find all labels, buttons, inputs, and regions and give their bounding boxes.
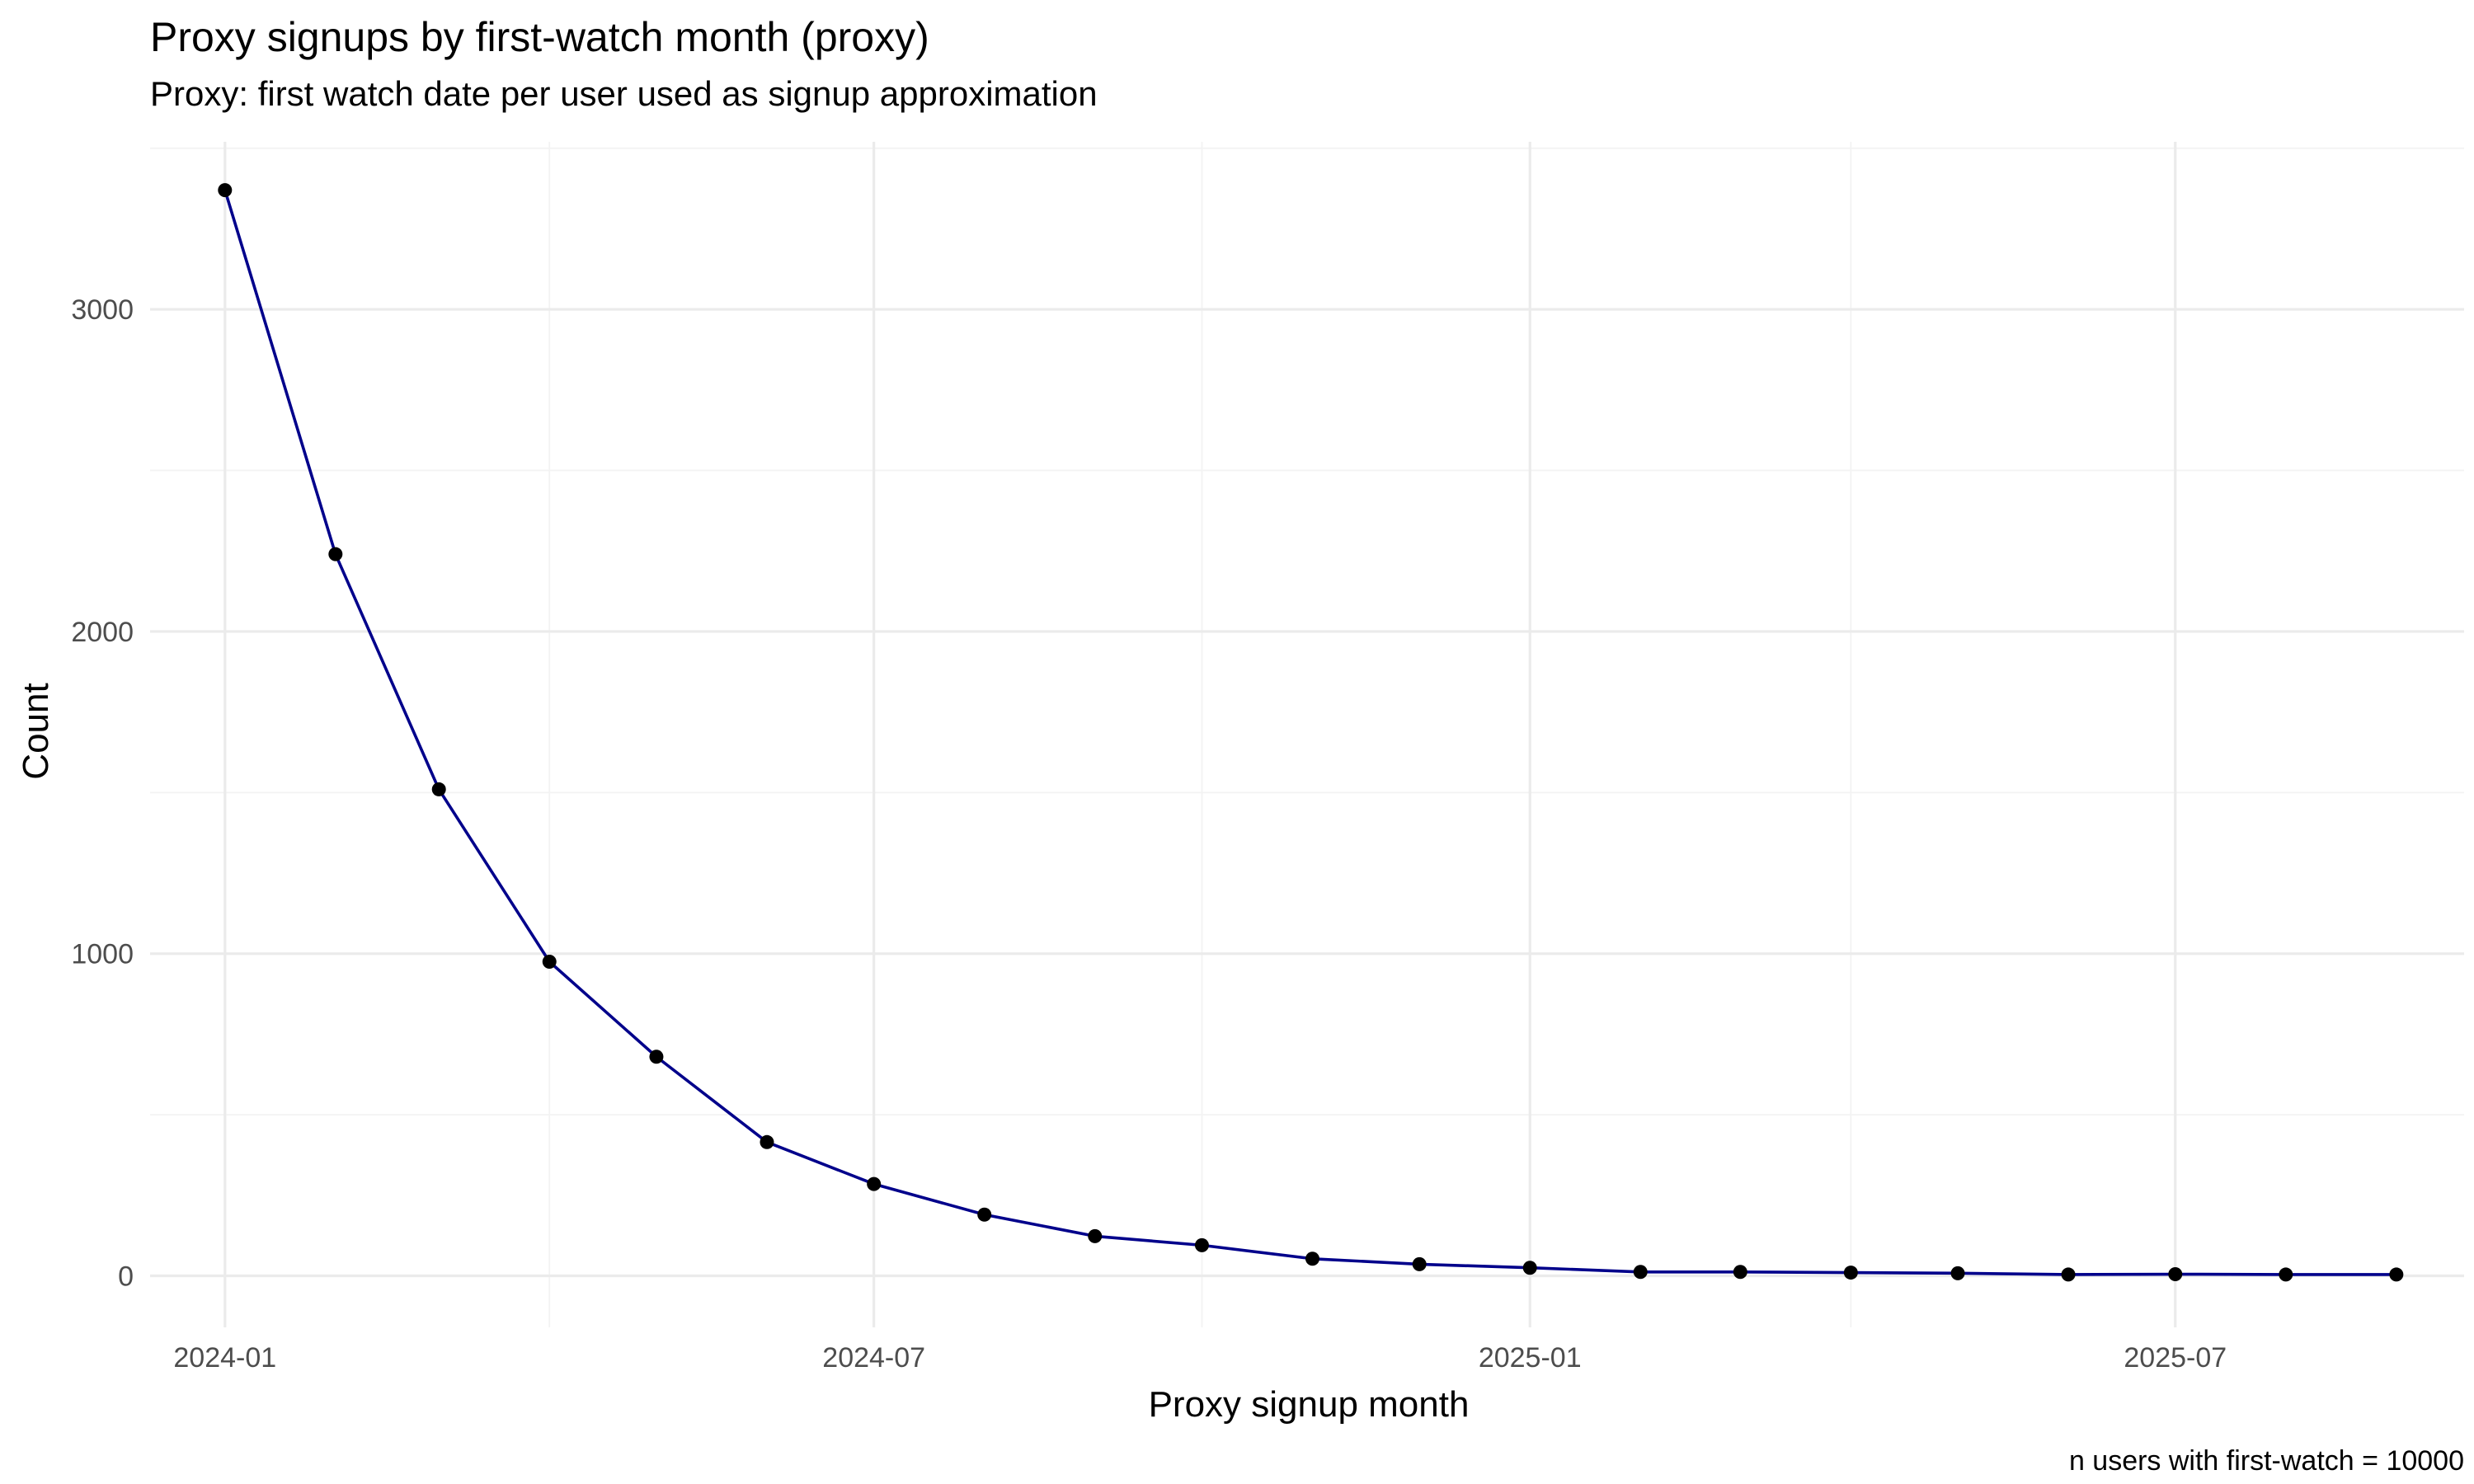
x-axis-title: Proxy signup month xyxy=(1149,1384,1470,1425)
data-point xyxy=(542,954,557,969)
data-point xyxy=(2061,1267,2076,1282)
data-point xyxy=(649,1050,664,1064)
data-point xyxy=(2279,1267,2293,1282)
x-tick-label: 2024-07 xyxy=(822,1342,925,1374)
data-point xyxy=(867,1176,882,1191)
chart-title: Proxy signups by first-watch month (prox… xyxy=(150,14,929,60)
x-tick-label: 2024-01 xyxy=(173,1342,276,1374)
chart-subtitle: Proxy: first watch date per user used as… xyxy=(150,74,1098,113)
data-point xyxy=(328,547,343,561)
data-point xyxy=(1843,1266,1858,1280)
plot-area: 0 1000 2000 3000 2024-01 2024-07 2025-01 2025-0… xyxy=(71,142,2464,1374)
data-point xyxy=(1088,1228,1103,1243)
x-tick-label: 2025-01 xyxy=(1479,1342,1582,1374)
data-point xyxy=(977,1207,992,1222)
data-point xyxy=(1733,1265,1747,1280)
data-point xyxy=(218,183,233,198)
data-point xyxy=(1412,1256,1427,1271)
data-point xyxy=(431,782,446,796)
data-point xyxy=(1522,1261,1537,1275)
y-axis-title: Count xyxy=(16,683,56,779)
data-point xyxy=(1633,1265,1648,1280)
chart-caption: n users with first-watch = 10000 xyxy=(2069,1445,2464,1477)
data-point xyxy=(2389,1267,2404,1282)
x-tick-label: 2025-07 xyxy=(2124,1342,2227,1374)
data-point xyxy=(1194,1237,1209,1252)
y-tick-label: 2000 xyxy=(71,617,134,648)
data-point xyxy=(2168,1267,2183,1282)
series-line xyxy=(223,190,2396,1276)
data-point xyxy=(760,1134,774,1149)
y-tick-label: 3000 xyxy=(71,294,134,326)
y-tick-label: 1000 xyxy=(71,939,134,970)
data-point xyxy=(1305,1252,1319,1266)
data-point xyxy=(1950,1266,1965,1280)
y-tick-label: 0 xyxy=(118,1261,134,1292)
